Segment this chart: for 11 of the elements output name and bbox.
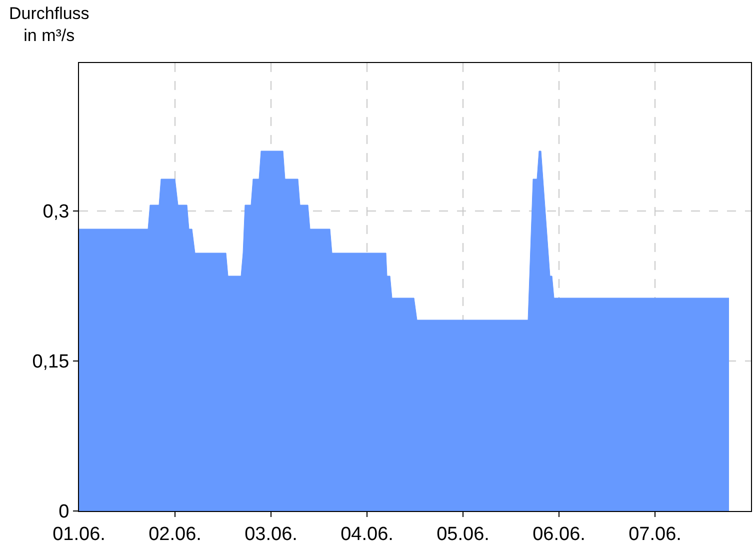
y-tick-label: 0,15 <box>32 352 70 373</box>
x-tick-label: 02.06. <box>148 524 202 545</box>
y-tick-label: 0 <box>58 502 70 523</box>
x-tick-label: 01.06. <box>52 524 106 545</box>
x-tick-label: 03.06. <box>244 524 298 545</box>
x-tick-label: 06.06. <box>532 524 586 545</box>
x-tick-label: 04.06. <box>340 524 394 545</box>
x-tick-label: 07.06. <box>628 524 682 545</box>
y-axis-title: Durchfluss in m³/s <box>9 4 90 46</box>
x-tick-label: 05.06. <box>436 524 490 545</box>
y-tick-label: 0,3 <box>42 202 70 223</box>
